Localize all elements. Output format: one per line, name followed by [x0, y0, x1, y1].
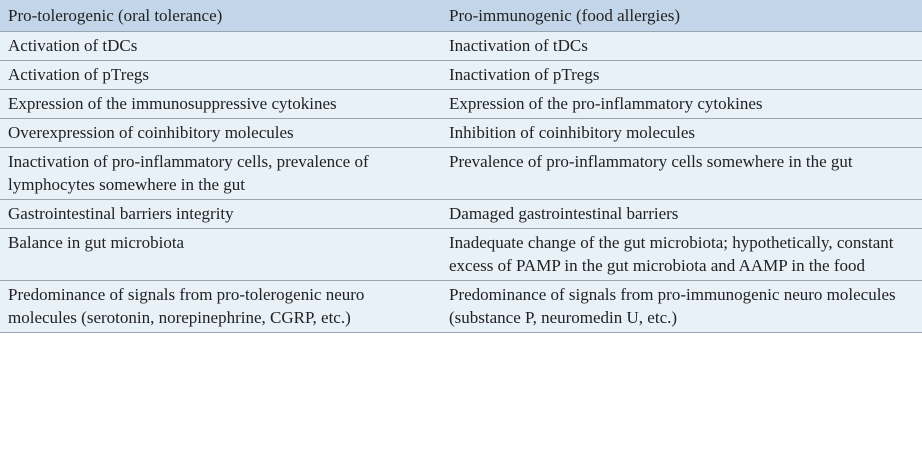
table-cell: Expression of the immunosuppressive cyto…: [0, 89, 441, 119]
table-cell: Inhibition of coinhibitory molecules: [441, 118, 922, 148]
table-row: Predominance of signals from pro-tolerog…: [0, 280, 922, 333]
table-cell: Damaged gastrointestinal barriers: [441, 199, 922, 229]
table-cell: Inactivation of pro-inflammatory cells, …: [0, 147, 441, 200]
column-header-pro-tolerogenic: Pro-tolerogenic (oral tolerance): [0, 0, 441, 32]
table-row: Gastrointestinal barriers integrity Dama…: [0, 199, 922, 229]
table-row: Expression of the immunosuppressive cyto…: [0, 89, 922, 119]
table-cell: Inactivation of pTregs: [441, 60, 922, 90]
table-cell: Activation of tDCs: [0, 31, 441, 61]
column-header-pro-immunogenic: Pro-immunogenic (food allergies): [441, 0, 922, 32]
table-cell: Inadequate change of the gut microbiota;…: [441, 228, 922, 281]
table-cell: Inactivation of tDCs: [441, 31, 922, 61]
table-cell: Expression of the pro-inflammatory cytok…: [441, 89, 922, 119]
table-cell: Balance in gut microbiota: [0, 228, 441, 281]
table-row: Overexpression of coinhibitory molecules…: [0, 118, 922, 148]
comparison-table: Pro-tolerogenic (oral tolerance) Pro-imm…: [0, 0, 922, 333]
table-cell: Activation of pTregs: [0, 60, 441, 90]
table-row: Balance in gut microbiota Inadequate cha…: [0, 228, 922, 281]
table-header-row: Pro-tolerogenic (oral tolerance) Pro-imm…: [0, 0, 922, 32]
table-row: Inactivation of pro-inflammatory cells, …: [0, 147, 922, 200]
table-row: Activation of pTregs Inactivation of pTr…: [0, 60, 922, 90]
table-cell: Overexpression of coinhibitory molecules: [0, 118, 441, 148]
table-cell: Prevalence of pro-inflammatory cells som…: [441, 147, 922, 200]
table-cell: Predominance of signals from pro-tolerog…: [0, 280, 441, 333]
table-cell: Gastrointestinal barriers integrity: [0, 199, 441, 229]
table-row: Activation of tDCs Inactivation of tDCs: [0, 31, 922, 61]
table-cell: Predominance of signals from pro-immunog…: [441, 280, 922, 333]
